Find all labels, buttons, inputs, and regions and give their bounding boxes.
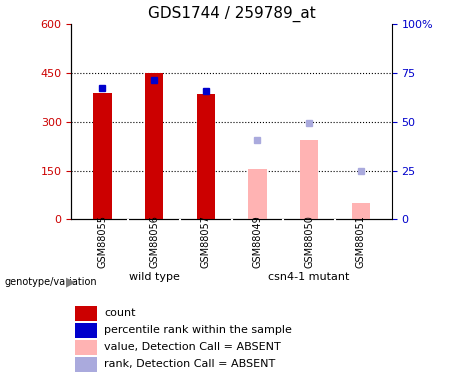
Bar xyxy=(75,340,97,355)
Text: value, Detection Call = ABSENT: value, Detection Call = ABSENT xyxy=(104,342,281,352)
Bar xyxy=(75,357,97,372)
Text: csn4-1 mutant: csn4-1 mutant xyxy=(268,273,350,282)
Title: GDS1744 / 259789_at: GDS1744 / 259789_at xyxy=(148,5,315,22)
Text: rank, Detection Call = ABSENT: rank, Detection Call = ABSENT xyxy=(104,359,276,369)
Text: GSM88050: GSM88050 xyxy=(304,215,314,268)
Text: ▶: ▶ xyxy=(66,276,76,288)
Bar xyxy=(75,323,97,338)
Bar xyxy=(197,94,215,219)
Bar xyxy=(248,169,266,219)
Bar xyxy=(75,306,97,321)
Bar xyxy=(145,73,163,219)
Text: genotype/variation: genotype/variation xyxy=(5,277,97,287)
Text: GSM88051: GSM88051 xyxy=(356,215,366,268)
Text: GSM88056: GSM88056 xyxy=(149,215,159,268)
Text: wild type: wild type xyxy=(129,273,180,282)
Bar xyxy=(300,140,318,219)
Text: count: count xyxy=(104,309,136,318)
Text: percentile rank within the sample: percentile rank within the sample xyxy=(104,326,292,335)
Text: GSM88055: GSM88055 xyxy=(97,215,107,268)
Text: GSM88057: GSM88057 xyxy=(201,215,211,268)
Text: GSM88049: GSM88049 xyxy=(253,216,262,268)
Bar xyxy=(94,93,112,219)
Bar xyxy=(352,203,370,219)
